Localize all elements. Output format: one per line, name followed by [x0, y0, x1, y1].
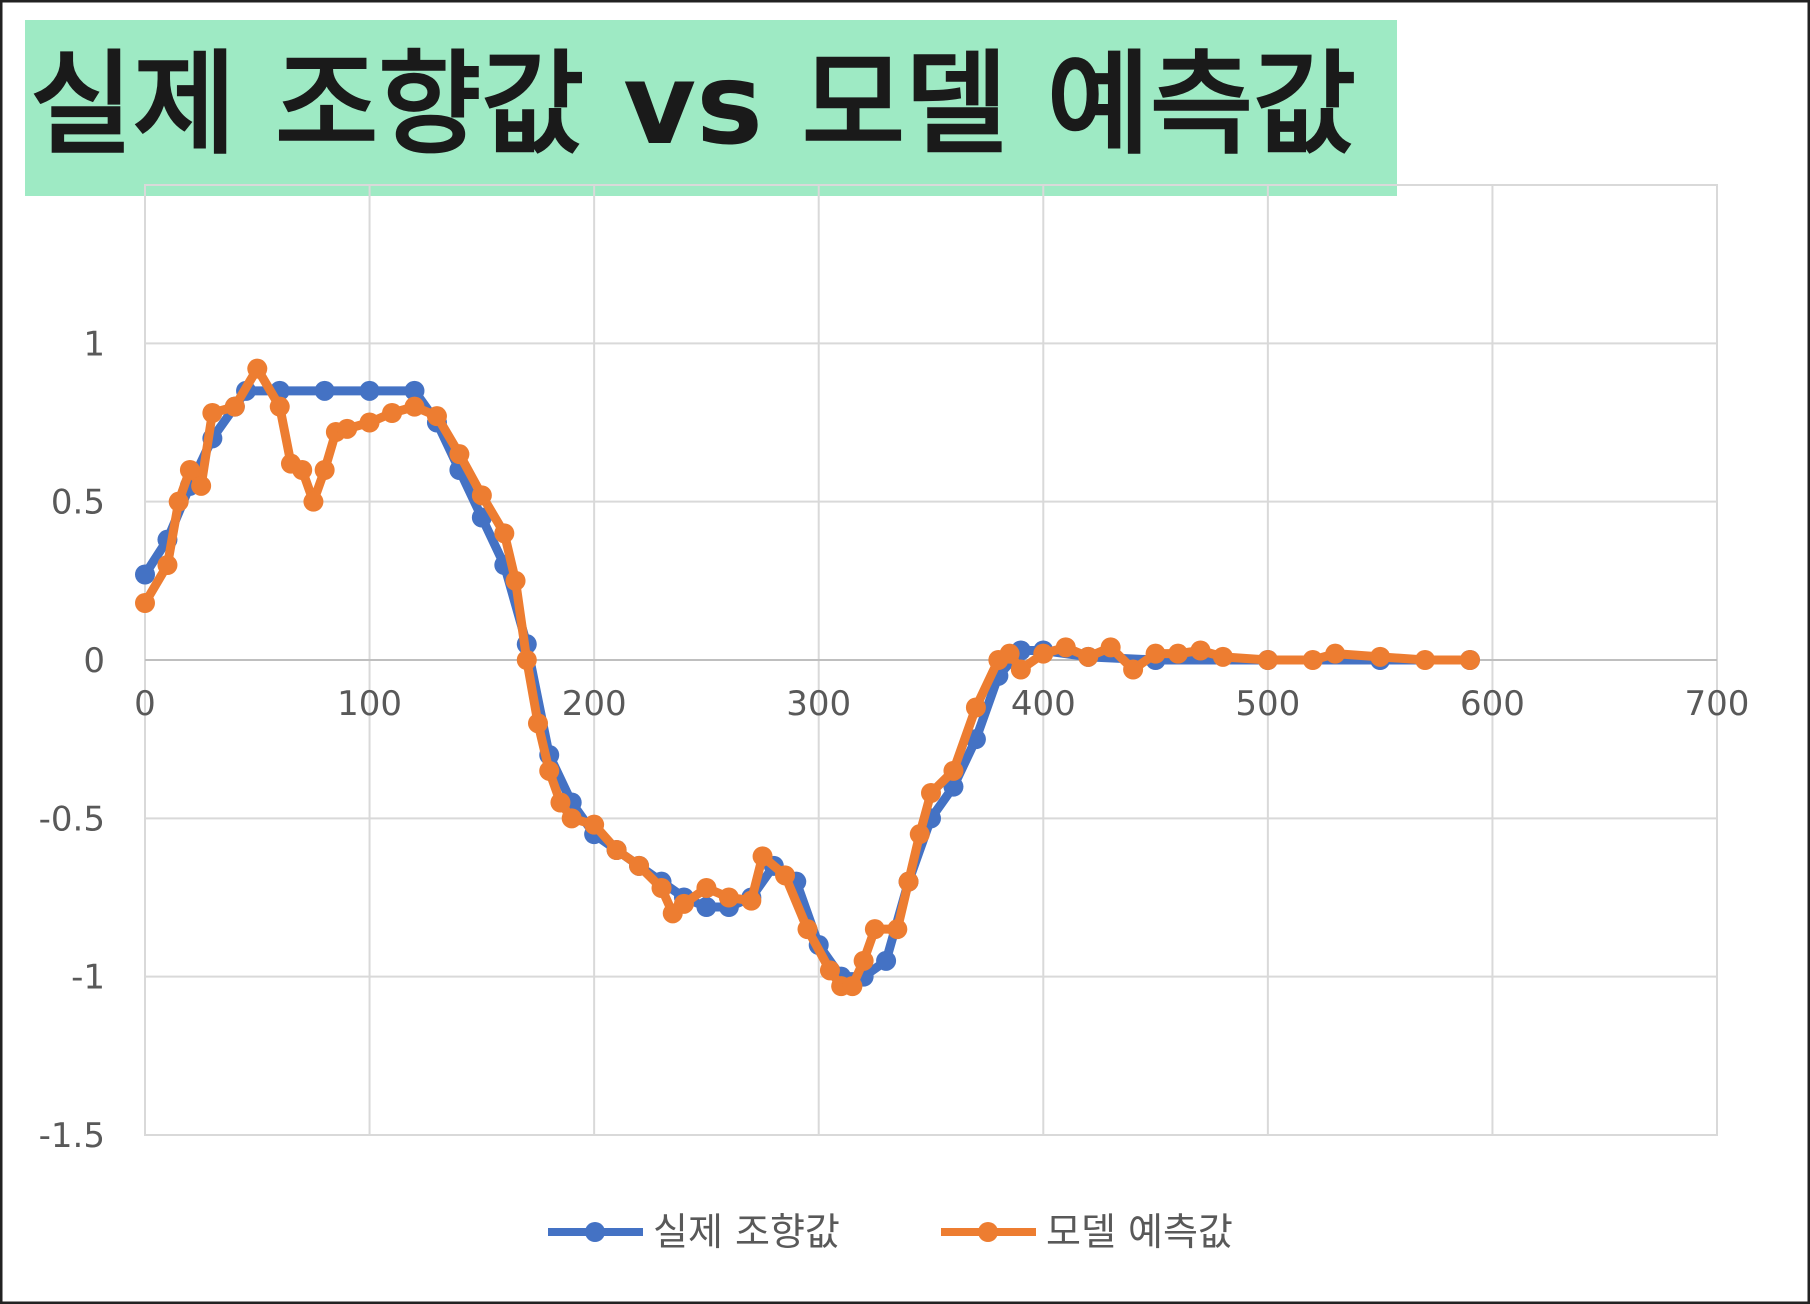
- data-point: [1055, 637, 1076, 658]
- legend-marker: [978, 1222, 998, 1242]
- data-point: [1078, 646, 1099, 667]
- data-point: [1100, 637, 1121, 658]
- data-point: [157, 555, 178, 575]
- x-tick-label: 300: [786, 684, 851, 724]
- title-background: [25, 20, 1397, 196]
- data-point: [584, 814, 605, 835]
- data-point: [775, 865, 796, 886]
- data-point: [359, 412, 380, 433]
- data-point: [471, 485, 492, 506]
- data-point: [1302, 650, 1323, 670]
- data-point: [247, 358, 268, 379]
- y-tick-label: 1: [83, 324, 105, 364]
- data-point: [494, 523, 515, 544]
- data-point: [561, 808, 582, 829]
- data-point: [516, 650, 537, 670]
- data-point: [404, 380, 425, 401]
- x-tick-label: 100: [337, 684, 402, 724]
- y-tick-label: 0: [83, 641, 105, 681]
- data-point: [741, 890, 762, 911]
- legend-label: 모델 예측값: [1046, 1210, 1233, 1254]
- data-point: [819, 960, 840, 981]
- data-point: [191, 475, 212, 496]
- data-point: [1168, 643, 1189, 664]
- data-point: [314, 380, 335, 401]
- data-point: [718, 887, 739, 908]
- data-point: [1415, 650, 1436, 670]
- data-point: [887, 919, 908, 940]
- data-point: [921, 783, 941, 803]
- data-point: [1257, 650, 1278, 670]
- data-point: [1145, 643, 1166, 664]
- data-point: [853, 950, 874, 971]
- legend-label: 실제 조향값: [653, 1210, 840, 1254]
- data-point: [303, 491, 324, 512]
- data-point: [1370, 646, 1391, 667]
- data-point: [269, 396, 290, 417]
- chart-title: 실제 조향값 vs 모델 예측값: [30, 40, 1356, 170]
- data-point: [202, 403, 223, 423]
- data-point: [135, 593, 155, 613]
- data-point: [135, 564, 155, 585]
- data-point: [337, 418, 358, 439]
- y-tick-label: -1.5: [39, 1116, 105, 1156]
- data-point: [673, 893, 694, 914]
- legend-marker: [585, 1222, 605, 1242]
- data-point: [752, 846, 773, 867]
- data-point: [1010, 659, 1031, 680]
- data-point: [909, 824, 930, 845]
- data-point: [505, 570, 526, 591]
- x-tick-label: 600: [1460, 684, 1525, 724]
- data-point: [528, 713, 548, 734]
- data-point: [651, 878, 672, 898]
- data-point: [1123, 659, 1144, 680]
- data-point: [943, 760, 964, 781]
- data-point: [359, 380, 380, 401]
- x-tick-label: 500: [1235, 684, 1300, 724]
- data-point: [864, 919, 885, 940]
- data-point: [1325, 643, 1346, 664]
- data-point: [999, 643, 1020, 664]
- x-tick-label: 0: [134, 684, 156, 724]
- y-tick-label: -1: [71, 958, 105, 998]
- y-tick-label: 0.5: [51, 483, 105, 523]
- data-point: [797, 919, 818, 940]
- x-tick-label: 400: [1011, 684, 1076, 724]
- data-point: [606, 840, 627, 860]
- data-point: [449, 444, 470, 465]
- x-tick-label: 200: [562, 684, 627, 724]
- data-point: [898, 871, 919, 892]
- data-point: [179, 460, 200, 480]
- data-point: [382, 403, 403, 423]
- y-tick-label: -0.5: [39, 799, 105, 839]
- data-point: [1212, 646, 1233, 667]
- data-point: [314, 460, 335, 480]
- data-point: [629, 855, 650, 876]
- x-tick-label: 700: [1685, 684, 1750, 724]
- data-point: [842, 976, 863, 997]
- data-point: [696, 878, 717, 898]
- data-point: [292, 460, 313, 480]
- data-point: [1459, 650, 1480, 670]
- data-point: [1033, 643, 1054, 664]
- data-point: [404, 396, 425, 417]
- data-point: [550, 792, 571, 813]
- data-point: [168, 491, 189, 512]
- data-point: [876, 950, 897, 971]
- data-point: [539, 760, 560, 781]
- data-point: [426, 406, 447, 427]
- data-point: [224, 396, 245, 417]
- data-point: [696, 897, 717, 917]
- data-point: [1190, 640, 1211, 661]
- data-point: [965, 697, 986, 718]
